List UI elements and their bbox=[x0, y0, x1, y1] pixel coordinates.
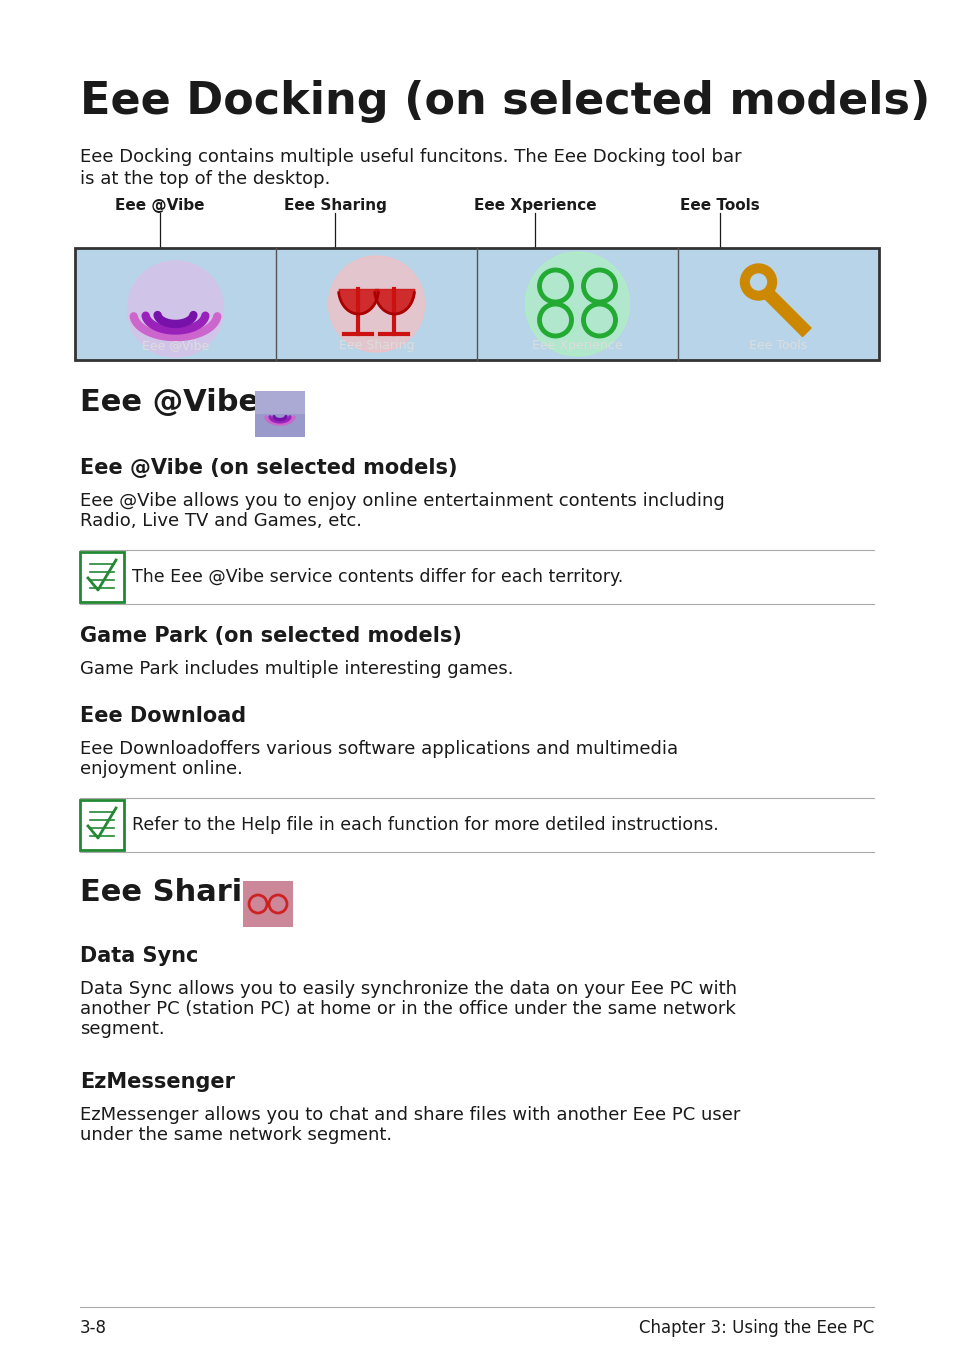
Circle shape bbox=[328, 256, 424, 351]
Text: is at the top of the desktop.: is at the top of the desktop. bbox=[80, 170, 330, 189]
FancyBboxPatch shape bbox=[80, 552, 124, 603]
Text: Eee Docking (on selected models): Eee Docking (on selected models) bbox=[80, 80, 929, 123]
Text: Eee Sharing: Eee Sharing bbox=[80, 878, 285, 906]
Text: Data Sync allows you to easily synchronize the data on your Eee PC with: Data Sync allows you to easily synchroni… bbox=[80, 980, 737, 997]
Text: Eee @Vibe: Eee @Vibe bbox=[80, 388, 259, 417]
Text: Eee Downloadoffers various software applications and multimedia: Eee Downloadoffers various software appl… bbox=[80, 740, 678, 759]
Text: Eee Sharing: Eee Sharing bbox=[338, 339, 414, 351]
Text: Eee Download: Eee Download bbox=[80, 706, 246, 726]
Circle shape bbox=[740, 265, 776, 300]
Text: Eee Tools: Eee Tools bbox=[679, 198, 760, 213]
Circle shape bbox=[750, 274, 765, 290]
Text: enjoyment online.: enjoyment online. bbox=[80, 760, 243, 778]
FancyBboxPatch shape bbox=[254, 391, 305, 414]
Circle shape bbox=[128, 261, 223, 357]
FancyBboxPatch shape bbox=[80, 801, 124, 849]
Text: Data Sync: Data Sync bbox=[80, 946, 198, 966]
Text: segment.: segment. bbox=[80, 1020, 165, 1038]
Text: 3-8: 3-8 bbox=[80, 1319, 107, 1337]
Text: Eee @Vibe: Eee @Vibe bbox=[142, 339, 209, 351]
Text: Eee Tools: Eee Tools bbox=[749, 339, 807, 351]
Text: Refer to the Help file in each function for more detiled instructions.: Refer to the Help file in each function … bbox=[132, 816, 718, 835]
Text: Eee @Vibe (on selected models): Eee @Vibe (on selected models) bbox=[80, 459, 457, 478]
FancyBboxPatch shape bbox=[254, 391, 305, 437]
Circle shape bbox=[525, 252, 629, 356]
Text: EzMessenger allows you to chat and share files with another Eee PC user: EzMessenger allows you to chat and share… bbox=[80, 1106, 740, 1124]
Text: under the same network segment.: under the same network segment. bbox=[80, 1126, 392, 1144]
Text: Game Park (on selected models): Game Park (on selected models) bbox=[80, 626, 461, 646]
Text: Eee Sharing: Eee Sharing bbox=[283, 198, 386, 213]
Text: Eee @Vibe allows you to enjoy online entertainment contents including: Eee @Vibe allows you to enjoy online ent… bbox=[80, 493, 724, 510]
Text: The Eee @Vibe service contents differ for each territory.: The Eee @Vibe service contents differ fo… bbox=[132, 569, 622, 586]
Bar bbox=[75, 248, 878, 360]
Text: Eee @Vibe: Eee @Vibe bbox=[115, 198, 205, 213]
Text: Game Park includes multiple interesting games.: Game Park includes multiple interesting … bbox=[80, 660, 513, 678]
Polygon shape bbox=[760, 285, 810, 337]
Text: Chapter 3: Using the Eee PC: Chapter 3: Using the Eee PC bbox=[639, 1319, 873, 1337]
Text: EzMessenger: EzMessenger bbox=[80, 1072, 234, 1092]
FancyBboxPatch shape bbox=[243, 881, 293, 927]
Text: Eee Docking contains multiple useful funcitons. The Eee Docking tool bar: Eee Docking contains multiple useful fun… bbox=[80, 148, 740, 166]
Text: Eee Xperience: Eee Xperience bbox=[474, 198, 596, 213]
Text: Radio, Live TV and Games, etc.: Radio, Live TV and Games, etc. bbox=[80, 512, 361, 531]
Text: another PC (station PC) at home or in the office under the same network: another PC (station PC) at home or in th… bbox=[80, 1000, 735, 1018]
Text: Eee Xperience: Eee Xperience bbox=[532, 339, 622, 351]
